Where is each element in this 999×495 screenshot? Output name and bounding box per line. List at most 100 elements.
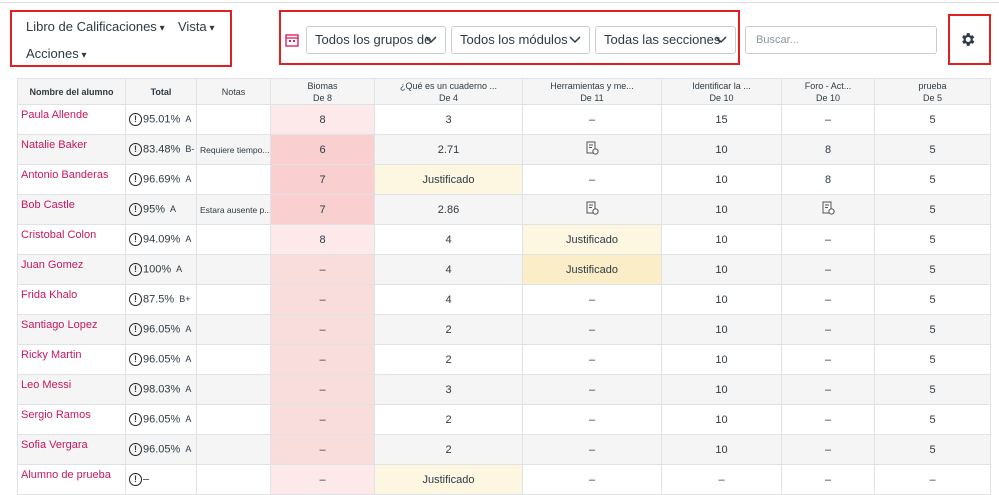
grade-cell[interactable]: – — [270, 434, 375, 465]
grade-cell[interactable]: – — [661, 464, 782, 495]
grade-cell[interactable]: Justificado — [522, 254, 662, 285]
column-header[interactable]: Identificar la ... De 10 — [661, 78, 782, 105]
grade-cell[interactable]: – — [522, 314, 662, 345]
grade-cell[interactable]: 2 — [374, 344, 523, 375]
grade-cell[interactable]: – — [270, 374, 375, 405]
grade-cell[interactable]: – — [781, 284, 875, 315]
filter-dropdown[interactable]: Todos los módulos — [451, 26, 590, 54]
grade-cell[interactable]: – — [522, 404, 662, 435]
grade-cell[interactable]: 5 — [874, 134, 991, 165]
grade-cell[interactable]: 3 — [374, 104, 523, 135]
grade-cell[interactable]: 5 — [874, 374, 991, 405]
menu[interactable]: Acciones — [26, 46, 87, 61]
grade-cell[interactable]: 5 — [874, 194, 991, 225]
student-name[interactable]: Antonio Banderas — [17, 164, 126, 195]
grade-cell[interactable]: 2 — [374, 404, 523, 435]
grade-cell[interactable]: – — [781, 374, 875, 405]
grade-cell[interactable]: 10 — [661, 134, 782, 165]
grade-cell[interactable]: – — [781, 344, 875, 375]
grade-cell[interactable] — [522, 194, 662, 225]
grade-cell[interactable]: – — [522, 374, 662, 405]
grade-cell[interactable]: 4 — [374, 284, 523, 315]
grade-cell[interactable]: 10 — [661, 284, 782, 315]
grade-cell[interactable]: 5 — [874, 314, 991, 345]
grade-cell[interactable]: – — [781, 254, 875, 285]
grade-cell[interactable]: 4 — [374, 224, 523, 255]
student-name[interactable]: Alumno de prueba — [17, 464, 126, 495]
grade-cell[interactable]: – — [270, 254, 375, 285]
grade-cell[interactable]: 8 — [781, 134, 875, 165]
notes-cell[interactable] — [196, 434, 271, 465]
notes-cell[interactable] — [196, 254, 271, 285]
grade-cell[interactable]: – — [781, 104, 875, 135]
grade-cell[interactable]: Justificado — [374, 164, 523, 195]
grade-cell[interactable]: – — [522, 164, 662, 195]
notes-cell[interactable] — [196, 344, 271, 375]
student-name[interactable]: Natalie Baker — [17, 134, 126, 165]
grade-cell[interactable]: 10 — [661, 164, 782, 195]
grade-cell[interactable] — [522, 134, 662, 165]
grade-cell[interactable]: 4 — [374, 254, 523, 285]
notes-cell[interactable] — [196, 464, 271, 495]
grade-cell[interactable]: Justificado — [522, 224, 662, 255]
grade-cell[interactable]: 5 — [874, 404, 991, 435]
grade-cell[interactable]: 6 — [270, 134, 375, 165]
grade-cell[interactable]: 2 — [374, 314, 523, 345]
student-name[interactable]: Frida Khalo — [17, 284, 126, 315]
grade-cell[interactable]: 15 — [661, 104, 782, 135]
grade-cell[interactable]: 7 — [270, 194, 375, 225]
grade-cell[interactable]: – — [874, 464, 991, 495]
grade-cell[interactable]: 10 — [661, 194, 782, 225]
grade-cell[interactable]: – — [522, 434, 662, 465]
grade-cell[interactable]: 8 — [270, 224, 375, 255]
grade-cell[interactable] — [781, 194, 875, 225]
grade-cell[interactable]: 5 — [874, 164, 991, 195]
grade-cell[interactable]: Justificado — [374, 464, 523, 495]
student-name[interactable]: Sofia Vergara — [17, 434, 126, 465]
notes-cell[interactable]: Requiere tiempo... — [196, 134, 271, 165]
grade-cell[interactable]: 2 — [374, 434, 523, 465]
grade-cell[interactable]: 5 — [874, 104, 991, 135]
grade-cell[interactable]: – — [781, 464, 875, 495]
grade-cell[interactable]: – — [270, 404, 375, 435]
filter-dropdown[interactable]: Todas las secciones — [595, 26, 736, 54]
grade-cell[interactable]: – — [522, 464, 662, 495]
grade-cell[interactable]: 2.71 — [374, 134, 523, 165]
grade-cell[interactable]: 2.86 — [374, 194, 523, 225]
grade-cell[interactable]: – — [270, 344, 375, 375]
grade-cell[interactable]: 5 — [874, 284, 991, 315]
grade-cell[interactable]: – — [522, 284, 662, 315]
search-input[interactable]: Buscar... — [745, 26, 937, 54]
grade-cell[interactable]: 10 — [661, 314, 782, 345]
grade-cell[interactable]: 5 — [874, 224, 991, 255]
grade-cell[interactable]: – — [781, 434, 875, 465]
notes-cell[interactable] — [196, 314, 271, 345]
calendar-icon[interactable] — [285, 33, 299, 47]
grade-cell[interactable]: 5 — [874, 344, 991, 375]
filter-dropdown[interactable]: Todos los grupos de — [306, 26, 446, 54]
student-name[interactable]: Ricky Martin — [17, 344, 126, 375]
student-name[interactable]: Juan Gomez — [17, 254, 126, 285]
grade-cell[interactable]: – — [781, 404, 875, 435]
grade-cell[interactable]: 8 — [781, 164, 875, 195]
grade-cell[interactable]: 10 — [661, 434, 782, 465]
student-name[interactable]: Leo Messi — [17, 374, 126, 405]
column-header[interactable]: Foro - Act... De 10 — [781, 78, 875, 105]
grade-cell[interactable]: 7 — [270, 164, 375, 195]
grade-cell[interactable]: 8 — [270, 104, 375, 135]
student-name[interactable]: Bob Castle — [17, 194, 126, 225]
menu[interactable]: Libro de Calificaciones — [26, 19, 165, 34]
notes-cell[interactable] — [196, 224, 271, 255]
grade-cell[interactable]: 10 — [661, 404, 782, 435]
grade-cell[interactable]: – — [522, 344, 662, 375]
grade-cell[interactable]: 5 — [874, 434, 991, 465]
grade-cell[interactable]: – — [270, 314, 375, 345]
student-name[interactable]: Cristobal Colon — [17, 224, 126, 255]
student-name[interactable]: Sergio Ramos — [17, 404, 126, 435]
notes-cell[interactable] — [196, 284, 271, 315]
grade-cell[interactable]: – — [522, 104, 662, 135]
grade-cell[interactable]: 5 — [874, 254, 991, 285]
column-header[interactable]: ¿Qué es un cuaderno ... De 4 — [374, 78, 523, 105]
grade-cell[interactable]: – — [781, 314, 875, 345]
notes-cell[interactable]: Estara ausente p... — [196, 194, 271, 225]
